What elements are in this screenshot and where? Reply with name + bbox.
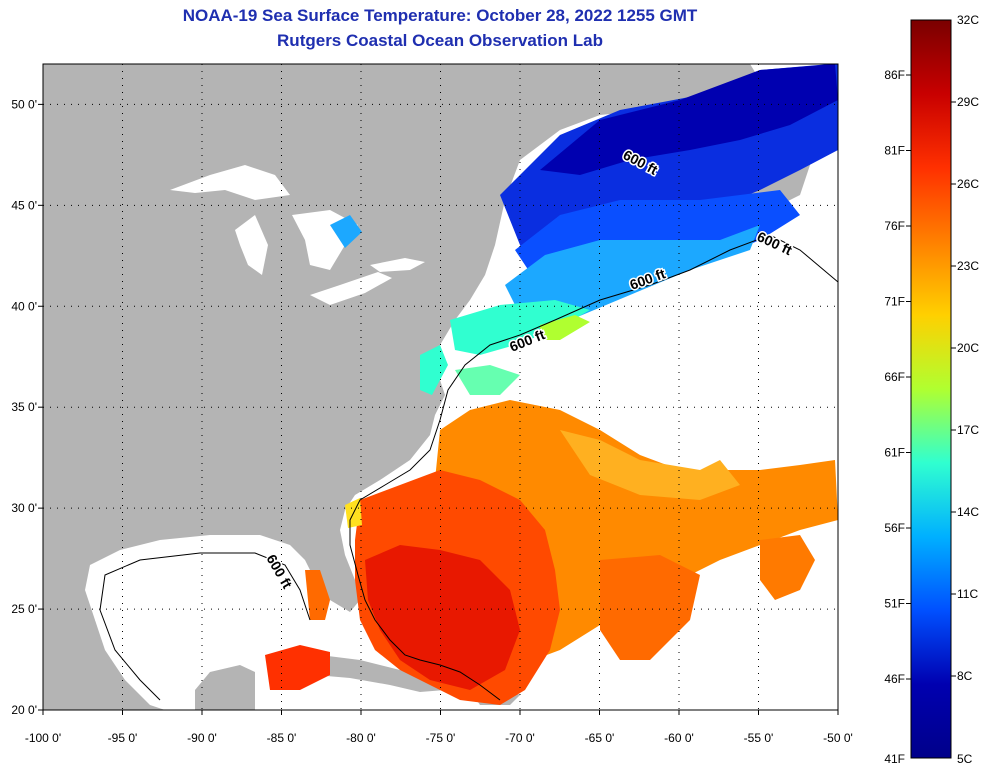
longitude-tick-label: -95 0' [108,731,138,745]
yucatan-land [195,665,255,710]
longitude-tick-label: -80 0' [346,731,376,745]
colorbar-celsius-label: 11C [957,587,978,601]
map-title: NOAA-19 Sea Surface Temperature: October… [182,6,698,25]
colorbar-celsius-label: 26C [957,177,979,191]
sst-cold-north [330,64,838,395]
colorbar-celsius-label: 20C [957,341,979,355]
colorbar-fahrenheit-label: 56F [884,521,905,535]
longitude-tick-label: -85 0' [267,731,297,745]
gulf-of-mexico [95,545,315,710]
graticule [43,64,838,710]
colorbar-fahrenheit-label: 71F [884,295,905,309]
longitude-tick-label: -100 0' [25,731,61,745]
longitude-tick-label: -75 0' [426,731,456,745]
colorbar-celsius-label: 17C [957,423,979,437]
longitude-ticks: -100 0' -95 0' -90 0' -85 0' -80 0' -75 0' -70… [25,710,853,745]
longitude-tick-label: -50 0' [823,731,853,745]
colorbar-fahrenheit-label: 46F [884,672,905,686]
latitude-tick-label: 40 0' [11,299,37,313]
great-lakes [170,165,425,305]
latitude-tick-label: 25 0' [11,602,37,616]
colorbar-celsius-label: 5C [957,752,973,766]
colorbar-fahrenheit-label: 66F [884,370,905,384]
latitude-tick-label: 45 0' [11,198,37,212]
colorbar-fahrenheit-label: 51F [884,597,905,611]
sst-warm-south [265,400,838,705]
map-subtitle: Rutgers Coastal Ocean Observation Lab [277,31,603,50]
longitude-tick-label: -60 0' [664,731,694,745]
colorbar-fahrenheit-labels: 86F 81F 76F 71F 66F 61F 56F 51F 46F 41F [884,68,911,766]
colorbar-fahrenheit-label: 61F [884,446,905,460]
latitude-tick-label: 35 0' [11,400,37,414]
latitude-ticks: 50 0' 45 0' 40 0' 35 0' 30 0' 25 0' 20 0' [11,97,43,717]
latitude-tick-label: 20 0' [11,703,37,717]
colorbar-fahrenheit-label: 86F [884,68,905,82]
map-area [43,64,838,710]
colorbar-celsius-label: 8C [957,669,973,683]
colorbar-celsius-label: 32C [957,13,979,27]
colorbar-celsius-label: 29C [957,95,979,109]
latitude-tick-label: 30 0' [11,501,37,515]
latitude-tick-label: 50 0' [11,97,37,111]
colorbar-celsius-label: 23C [957,259,979,273]
colorbar-celsius-label: 14C [957,505,979,519]
colorbar-fahrenheit-label: 41F [884,752,905,766]
longitude-tick-label: -70 0' [505,731,535,745]
colorbar-fahrenheit-label: 81F [884,144,905,158]
colorbar-celsius-labels: 32C 29C 26C 23C 20C 17C 14C 11C 8C 5C [951,13,979,766]
colorbar-fahrenheit-label: 76F [884,219,905,233]
isobath-line [349,234,838,701]
gulf-isobath-line [99,552,311,701]
longitude-tick-label: -65 0' [585,731,615,745]
longitude-tick-label: -55 0' [744,731,774,745]
colorbar [910,19,952,759]
north-america-land [43,64,760,710]
longitude-tick-label: -90 0' [187,731,217,745]
